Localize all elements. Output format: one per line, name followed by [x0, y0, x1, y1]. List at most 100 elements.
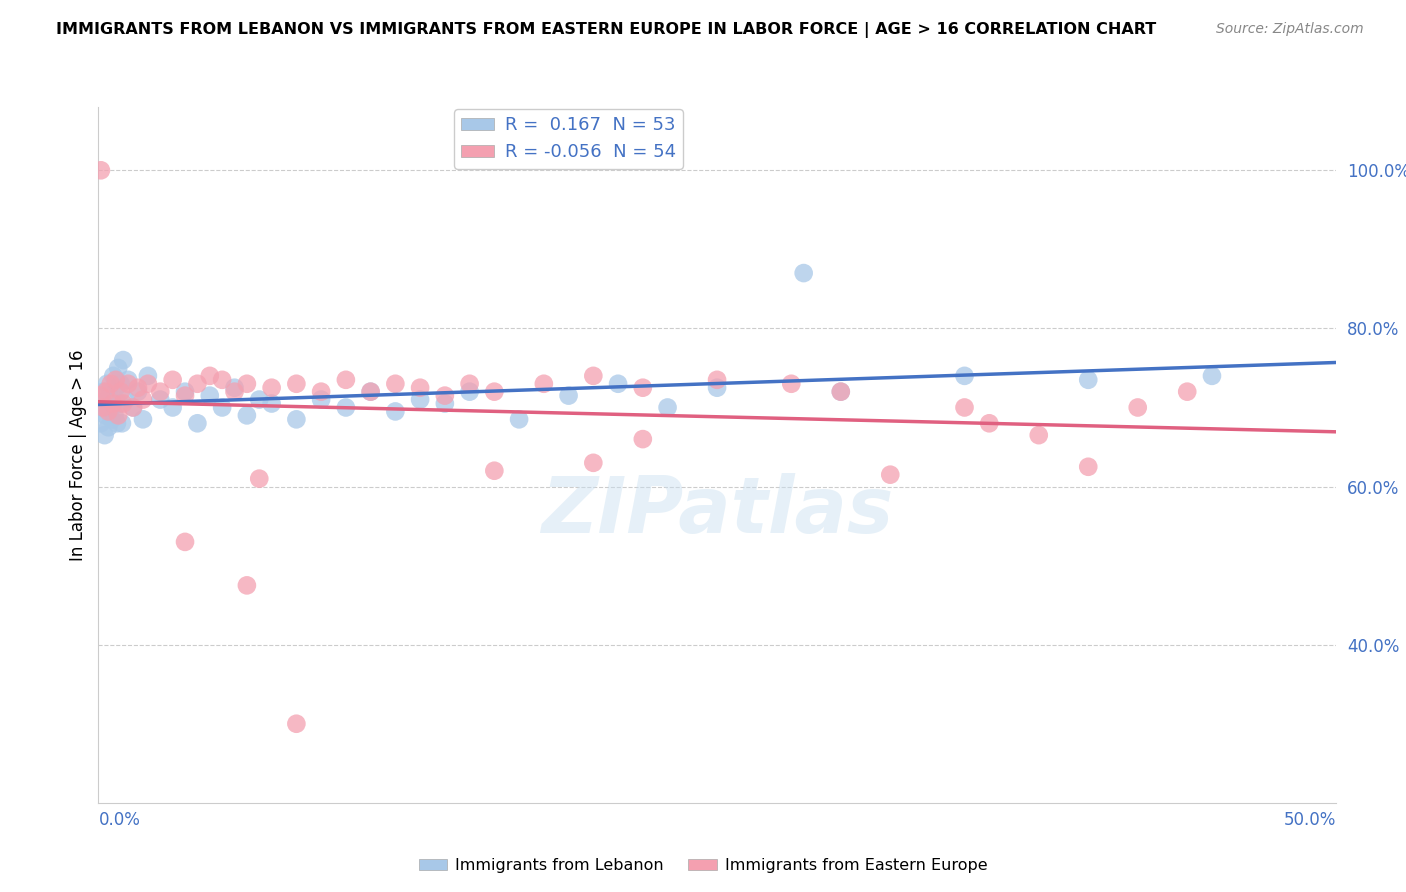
- Point: [105, 417, 128, 431]
- Point: [631, 432, 654, 446]
- Point: [409, 392, 432, 407]
- Point: [830, 384, 852, 399]
- Text: IMMIGRANTS FROM LEBANON VS IMMIGRANTS FROM EASTERN EUROPE IN LABOR FORCE | AGE >: IMMIGRANTS FROM LEBANON VS IMMIGRANTS FR…: [56, 22, 1157, 38]
- Point: [484, 464, 506, 478]
- Point: [533, 376, 555, 391]
- Point: [384, 376, 406, 391]
- Point: [285, 716, 308, 731]
- Point: [104, 373, 127, 387]
- Point: [211, 401, 233, 415]
- Point: [127, 384, 149, 399]
- Point: [108, 396, 131, 410]
- Point: [631, 381, 654, 395]
- Point: [582, 368, 605, 383]
- Point: [186, 417, 208, 431]
- Point: [98, 389, 121, 403]
- Y-axis label: In Labor Force | Age > 16: In Labor Force | Age > 16: [69, 349, 87, 561]
- Point: [224, 384, 246, 399]
- Point: [409, 381, 432, 395]
- Point: [162, 401, 184, 415]
- Point: [103, 409, 125, 423]
- Point: [384, 404, 406, 418]
- Point: [285, 376, 308, 391]
- Point: [260, 381, 283, 395]
- Point: [97, 420, 120, 434]
- Point: [1175, 384, 1198, 399]
- Point: [100, 401, 122, 415]
- Text: 0.0%: 0.0%: [98, 811, 141, 829]
- Point: [557, 389, 579, 403]
- Point: [1028, 428, 1050, 442]
- Legend: Immigrants from Lebanon, Immigrants from Eastern Europe: Immigrants from Lebanon, Immigrants from…: [412, 852, 994, 880]
- Point: [127, 381, 149, 395]
- Point: [793, 266, 815, 280]
- Point: [174, 389, 197, 403]
- Point: [1077, 373, 1099, 387]
- Point: [657, 401, 679, 415]
- Point: [285, 412, 308, 426]
- Point: [93, 384, 115, 399]
- Point: [162, 373, 184, 387]
- Point: [1126, 401, 1149, 415]
- Point: [112, 396, 135, 410]
- Point: [780, 376, 803, 391]
- Point: [335, 373, 357, 387]
- Text: Source: ZipAtlas.com: Source: ZipAtlas.com: [1216, 22, 1364, 37]
- Point: [97, 404, 120, 418]
- Point: [309, 392, 332, 407]
- Point: [879, 467, 901, 482]
- Point: [582, 456, 605, 470]
- Point: [706, 373, 728, 387]
- Point: [174, 384, 197, 399]
- Point: [198, 368, 221, 383]
- Point: [122, 401, 145, 415]
- Point: [110, 376, 132, 391]
- Point: [458, 384, 481, 399]
- Point: [117, 373, 139, 387]
- Point: [979, 417, 1001, 431]
- Point: [830, 384, 852, 399]
- Point: [508, 412, 530, 426]
- Point: [458, 376, 481, 391]
- Point: [107, 409, 129, 423]
- Point: [90, 163, 112, 178]
- Point: [198, 389, 221, 403]
- Point: [433, 389, 456, 403]
- Point: [211, 373, 233, 387]
- Point: [132, 392, 155, 407]
- Point: [360, 384, 382, 399]
- Point: [111, 417, 134, 431]
- Point: [136, 368, 159, 383]
- Point: [360, 384, 382, 399]
- Point: [484, 384, 506, 399]
- Point: [433, 396, 456, 410]
- Point: [174, 535, 197, 549]
- Point: [149, 384, 172, 399]
- Point: [93, 428, 115, 442]
- Point: [100, 376, 122, 391]
- Point: [107, 360, 129, 375]
- Point: [94, 384, 117, 399]
- Point: [132, 412, 155, 426]
- Point: [247, 472, 270, 486]
- Point: [90, 389, 112, 403]
- Point: [101, 412, 124, 426]
- Point: [112, 353, 135, 368]
- Point: [96, 376, 118, 391]
- Legend: R =  0.167  N = 53, R = -0.056  N = 54: R = 0.167 N = 53, R = -0.056 N = 54: [454, 109, 683, 169]
- Point: [953, 401, 976, 415]
- Point: [247, 392, 270, 407]
- Point: [607, 376, 630, 391]
- Point: [149, 392, 172, 407]
- Text: ZIPatlas: ZIPatlas: [541, 473, 893, 549]
- Point: [706, 381, 728, 395]
- Point: [104, 381, 127, 395]
- Point: [236, 376, 259, 391]
- Point: [90, 417, 112, 431]
- Point: [94, 409, 117, 423]
- Point: [93, 401, 115, 415]
- Point: [136, 376, 159, 391]
- Point: [186, 376, 208, 391]
- Point: [953, 368, 976, 383]
- Point: [103, 368, 125, 383]
